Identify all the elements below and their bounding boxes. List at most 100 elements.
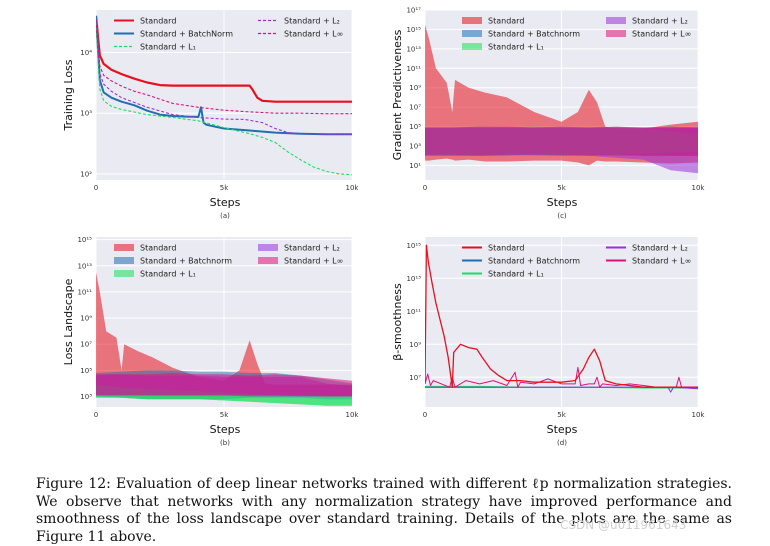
legend-label: Standard [140,17,176,26]
y-tick-label: 10¹⁵ [77,236,92,244]
legend-label: Standard [488,244,524,253]
legend-label: Standard + L₂ [632,17,688,26]
x-tick-label: 0 [423,184,427,192]
panel-sublabel: (d) [557,439,567,447]
x-axis-label: Steps [210,423,241,436]
series-band-linf [96,373,352,397]
x-tick-label: 5k [557,411,566,419]
legend-label: Standard + L₂ [284,244,340,253]
legend-label: Standard + L∞ [632,257,691,266]
y-tick-label: 10⁹ [80,315,92,323]
y-tick-label: 10¹³ [406,45,421,53]
x-tick-label: 10k [692,411,706,419]
series-line-l2 [96,19,352,135]
watermark: CSDN @u011961643 [560,518,687,532]
x-tick-label: 10k [346,184,360,192]
legend-label: Standard + BatchNorm [140,30,233,39]
legend-swatch-batchnorm [462,30,482,37]
legend-label: Standard + Batchnorm [488,30,580,39]
legend-label: Standard + Batchnorm [140,257,232,266]
legend-label: Standard + L₁ [140,270,196,279]
legend: Standard Standard + Batchnorm Standard + L… [462,17,691,52]
legend: Standard Standard + BatchNorm Standard + L… [114,17,343,52]
x-axis-label: Steps [547,423,578,436]
y-tick-label: 10¹³ [406,275,421,283]
y-tick-label: 10¹¹ [77,288,92,296]
x-tick-label: 0 [423,411,427,419]
series-group [425,24,698,174]
legend-swatch-batchnorm [114,257,134,264]
y-tick-label: 10⁵ [80,367,92,375]
x-tick-label: 5k [557,184,566,192]
y-axis-label: β-smoothness [391,283,404,361]
x-tick-label: 5k [220,411,229,419]
chart-d: 0 5k 10k 10⁷ 10⁹ 10¹¹ 10¹³ 10¹⁵ Steps β-smoothnes… [391,237,705,447]
chart-a: 0 5k 10k 10² 10³ 10⁴ Steps Training Loss (a) Stan… [62,10,359,220]
legend-swatch-l2 [606,17,626,24]
y-tick-label: 10¹⁵ [406,26,421,34]
legend: Standard Standard + Batchnorm Standard + L… [114,244,343,279]
y-tick-label: 10⁷ [409,104,421,112]
y-axis-label: Gradient Predictiveness [391,29,404,160]
y-tick-label: 10³ [80,110,92,118]
legend-label: Standard [140,244,176,253]
legend-label: Standard + L₁ [488,270,544,279]
legend-label: Standard + L₁ [140,43,196,52]
panel-sublabel: (b) [220,439,230,447]
y-tick-label: 10¹¹ [406,65,421,73]
panel-sublabel: (a) [220,212,230,220]
y-tick-label: 10⁹ [409,341,421,349]
x-tick-label: 0 [94,411,98,419]
x-tick-label: 5k [220,184,229,192]
x-tick-label: 10k [692,184,706,192]
series-line-l1 [96,23,352,176]
y-tick-label: 10¹³ [77,262,92,270]
series-line-batchnorm [96,15,352,136]
series-line-standard [96,15,352,103]
y-tick-label: 10⁷ [409,374,421,382]
series-group [96,15,352,176]
y-tick-label: 10⁹ [409,84,421,92]
x-tick-label: 10k [346,411,360,419]
legend-label: Standard + L∞ [632,30,691,39]
x-axis-label: Steps [210,196,241,209]
legend-swatch-standard [462,17,482,24]
y-tick-label: 10¹¹ [406,308,421,316]
y-tick-label: 10⁵ [409,123,421,131]
chart-b: 0 5k 10k 10³ 10⁵ 10⁷ 10⁹ 10¹¹ 10¹³ 10¹⁵ Steps Loss … [62,236,359,447]
x-tick-label: 0 [94,184,98,192]
y-tick-label: 10¹⁵ [406,242,421,250]
y-axis-label: Loss Landscape [62,278,75,365]
y-axis-label: Training Loss [62,59,75,131]
figure-canvas: 0 5k 10k 10² 10³ 10⁴ Steps Training Loss (a) Stan… [62,7,705,448]
legend-swatch-linf [606,30,626,37]
figure-caption: Figure 12: Evaluation of deep linear net… [36,476,732,545]
legend-label: Standard + L∞ [284,257,343,266]
legend: Standard Standard + Batchnorm Standard + L… [462,244,691,279]
y-tick-label: 10³ [409,143,421,151]
legend-label: Standard + L₁ [488,43,544,52]
panel-sublabel: (c) [557,212,567,220]
y-tick-label: 10⁴ [80,49,92,57]
chart-c: 0 5k 10k 10¹ 10³ 10⁵ 10⁷ 10⁹ 10¹¹ 10¹³ 10¹⁵ 10¹⁷ Ste… [391,7,705,221]
legend-label: Standard + Batchnorm [488,257,580,266]
series-band-linf [425,126,698,156]
y-tick-label: 10⁷ [80,341,92,349]
series-group [96,272,352,406]
legend-swatch-standard [114,244,134,251]
y-tick-label: 10¹ [409,162,421,170]
series-line-standard [425,244,698,388]
y-tick-label: 10² [80,170,92,178]
legend-label: Standard + L₂ [632,244,688,253]
legend-label: Standard [488,17,524,26]
x-axis-label: Steps [547,196,578,209]
legend-swatch-l1 [462,43,482,50]
legend-label: Standard + L₂ [284,17,340,26]
y-tick-label: 10³ [80,393,92,401]
legend-label: Standard + L∞ [284,30,343,39]
series-line-linf [96,19,352,115]
series-band-standard [96,272,352,397]
y-tick-label: 10¹⁷ [406,7,421,15]
series-group [425,244,698,393]
legend-swatch-l2 [258,244,278,251]
